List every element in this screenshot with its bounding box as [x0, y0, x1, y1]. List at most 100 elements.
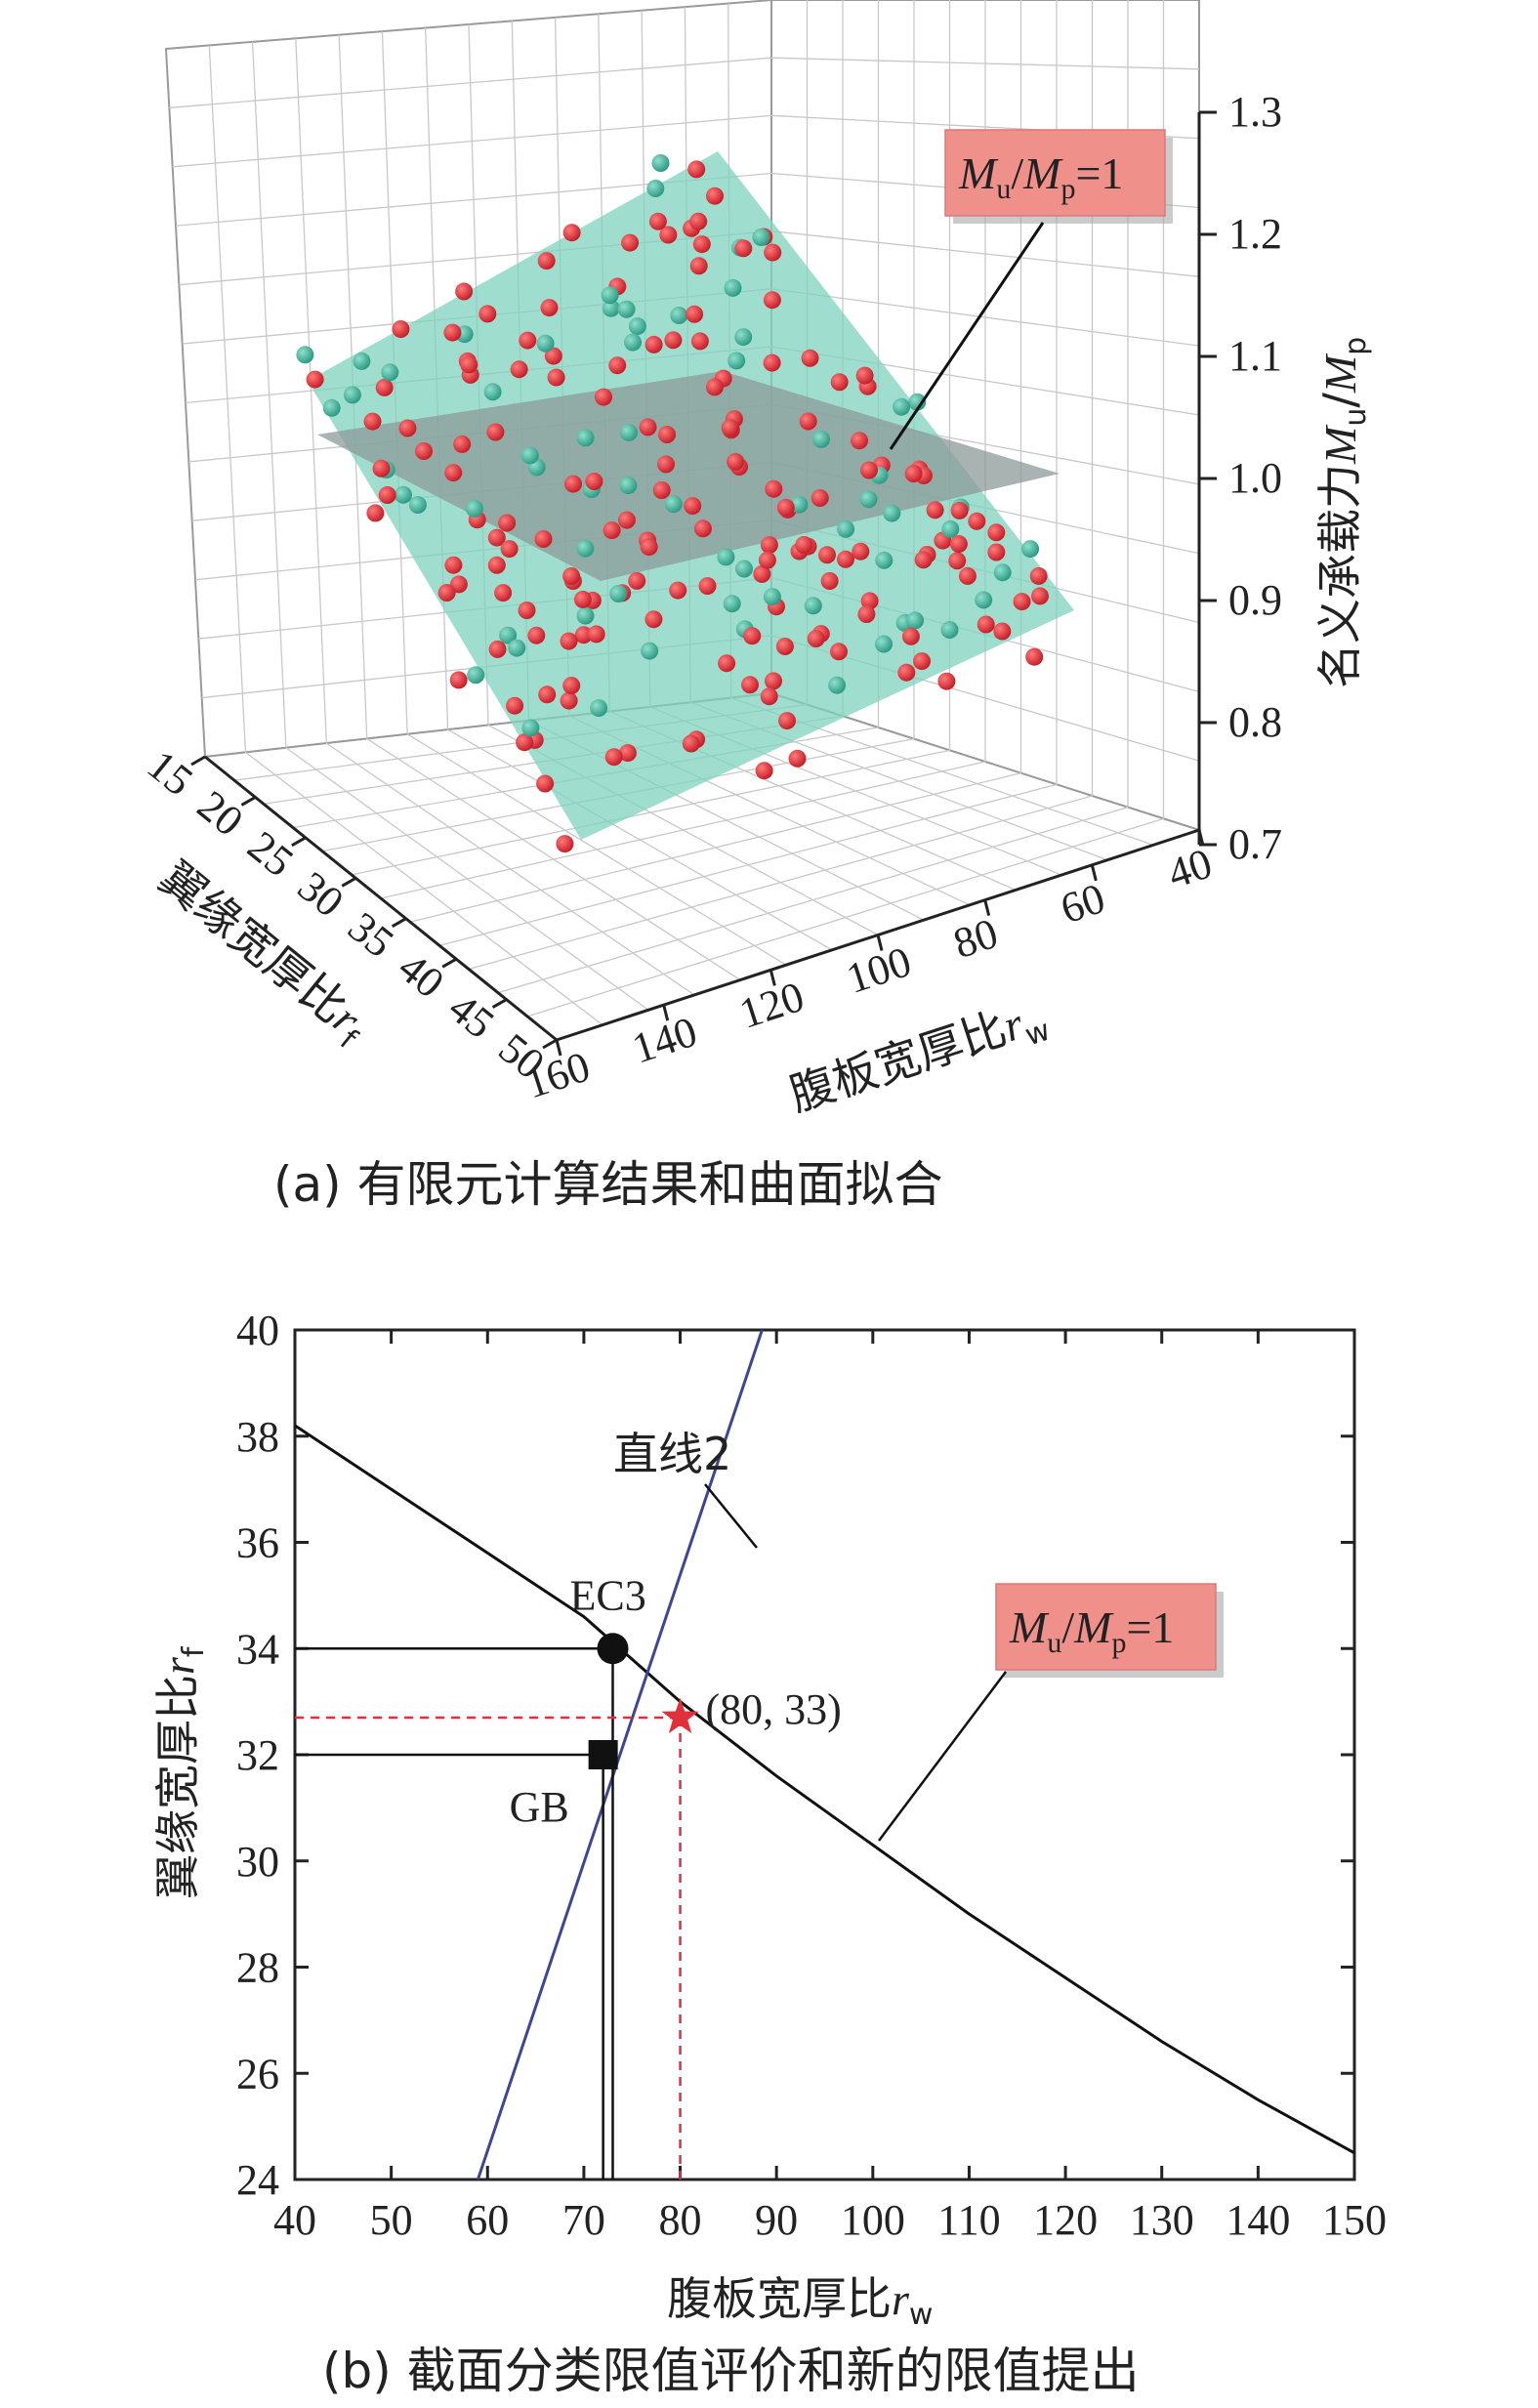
grid-wall-z-left: [172, 114, 772, 168]
caption-a: (a) 有限元计算结果和曲面拟合: [273, 1156, 943, 1213]
fe-point-red: [500, 540, 519, 559]
fe-point-red: [682, 734, 700, 753]
fe-point-teal: [940, 621, 959, 639]
annotation-leader-a: [889, 222, 1045, 450]
fe-point-red: [977, 615, 995, 634]
fe-point-red: [755, 762, 773, 780]
fe-point-teal: [628, 317, 646, 336]
fe-point-red: [366, 504, 385, 522]
fe-point-red: [537, 252, 556, 270]
fe-point-teal: [465, 499, 483, 518]
fe-point-red: [949, 535, 968, 554]
markers-b: EC3 GB (80, 33): [295, 1571, 842, 2180]
line-2: [476, 1329, 764, 2180]
line2-leader: [704, 1483, 758, 1549]
fe-point-teal: [624, 333, 642, 352]
panel-b-2d-plot: 40 50 60 70 80 90 100 110 120 130 140 150 24 26 28 30 32…: [151, 1307, 1387, 2399]
x-tick-label-b: 130: [1130, 2196, 1194, 2244]
fe-point-red: [830, 643, 848, 661]
fe-point-teal: [620, 423, 638, 441]
fe-point-red: [573, 590, 592, 608]
fe-point-red: [534, 530, 553, 548]
y-tick-label-b: 36: [236, 1519, 279, 1567]
fe-point-red: [437, 584, 456, 602]
x-tick-label-b: 70: [562, 2196, 605, 2244]
fe-point-teal: [408, 496, 427, 514]
fe-point-red: [968, 512, 986, 530]
y-tick-label-3d: 35: [339, 902, 402, 967]
x-tick-label-b: 110: [937, 2196, 1000, 2244]
fe-point-red: [765, 479, 783, 498]
fe-point-teal: [576, 606, 595, 625]
y-tick-3d: [341, 876, 357, 888]
fe-point-red: [705, 378, 724, 396]
grid-floor-y: [447, 728, 833, 951]
fe-point-red: [799, 412, 817, 431]
x-tick-3d: [983, 899, 991, 917]
fe-point-red: [506, 696, 524, 715]
fe-point-red: [913, 652, 931, 671]
fe-point-red: [587, 625, 605, 644]
x-tick-3d: [876, 934, 884, 951]
grid-wall-z: [770, 230, 1200, 277]
z-ticks: 0.7 0.8 0.9 1.0 1.1 1.2 1.3: [1199, 88, 1282, 868]
caption-b: (b) 截面分类限值评价和新的限值提出: [322, 2343, 1140, 2399]
line2-label: 直线2: [613, 1428, 731, 1480]
fe-point-red: [860, 592, 879, 610]
fe-point-red: [585, 473, 603, 490]
z-tick-label: 1.1: [1228, 332, 1282, 380]
fe-point-red: [562, 677, 581, 695]
fe-point-teal: [521, 719, 540, 737]
fe-point-teal: [906, 611, 925, 630]
fe-point-red: [488, 640, 507, 658]
fe-point-red: [801, 349, 819, 367]
x-tick-label-b: 50: [370, 2196, 413, 2244]
fe-point-teal: [576, 429, 595, 447]
fe-point-teal: [296, 346, 314, 364]
fe-point-red: [455, 282, 474, 301]
fe-point-red: [449, 671, 468, 689]
fe-point-red: [897, 663, 916, 682]
fe-data-points: [296, 154, 1049, 853]
x-tick-label-b: 150: [1322, 2196, 1387, 2244]
fe-point-teal: [875, 551, 894, 569]
x-tick-label-3d: 120: [733, 973, 810, 1038]
fe-point-teal: [322, 398, 341, 417]
fe-point-red: [734, 239, 753, 258]
fe-point-red: [958, 566, 977, 585]
fe-point-red: [807, 630, 825, 647]
limit-label: (80, 33): [706, 1685, 842, 1733]
x-tick-3d: [662, 1004, 670, 1021]
annotation-box-a: [944, 129, 1166, 217]
curve-leader: [878, 1671, 1007, 1842]
y-tick-3d: [391, 917, 407, 929]
fe-point-red: [487, 556, 506, 574]
fe-point-red: [375, 378, 394, 396]
fe-point-teal: [717, 548, 735, 566]
annotation-text-b: Mu/Mp=1: [1009, 1602, 1174, 1659]
fe-point-teal: [641, 642, 659, 660]
z-tick-label: 1.0: [1228, 454, 1282, 502]
fe-point-teal: [804, 597, 822, 615]
fe-point-red: [758, 551, 776, 569]
fe-point-teal: [734, 328, 753, 347]
fe-point-red: [775, 638, 794, 655]
fe-point-red: [818, 546, 836, 564]
fe-point-teal: [993, 563, 1012, 582]
fe-point-red: [811, 489, 829, 507]
fe-point-teal: [893, 397, 911, 416]
fe-point-red: [658, 426, 676, 443]
x-axis-label-3d: 腹板宽厚比rw: [783, 989, 1055, 1128]
fe-point-teal: [724, 278, 742, 297]
y-tick-label-3d: 45: [439, 983, 503, 1048]
fe-point-teal: [381, 363, 399, 382]
fe-point-red: [914, 551, 933, 569]
fe-point-teal: [752, 228, 770, 246]
x-tick-label-b: 100: [841, 2196, 905, 2244]
fe-point-red: [721, 419, 739, 436]
fe-point-teal: [670, 307, 688, 324]
fe-point-red: [743, 627, 762, 645]
fe-point-red: [306, 370, 324, 389]
x-tick-label-3d: 40: [1162, 839, 1218, 897]
